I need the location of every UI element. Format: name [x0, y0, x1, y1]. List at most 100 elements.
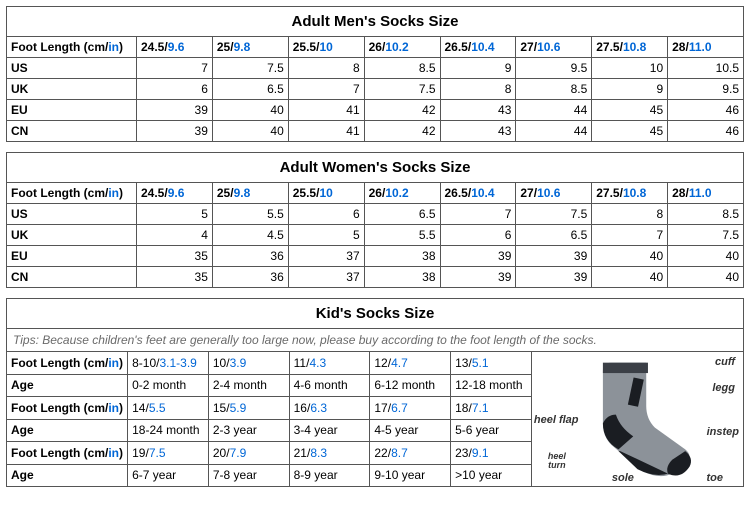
size-value: 40: [668, 267, 744, 288]
row-label: US: [7, 58, 137, 79]
size-value: 6: [440, 225, 516, 246]
size-value: 5.5: [364, 225, 440, 246]
foot-length-value: 22/8.7: [370, 442, 451, 465]
sock-label-instep: instep: [707, 426, 739, 438]
size-value: 36: [212, 267, 288, 288]
size-value: 41: [288, 100, 364, 121]
foot-length-value: 21/8.3: [289, 442, 370, 465]
row-label: UK: [7, 225, 137, 246]
table-row: US77.588.599.51010.5: [7, 58, 744, 79]
women-col-3: 26/10.2: [364, 183, 440, 204]
size-value: 37: [288, 267, 364, 288]
men-col-4: 26.5/10.4: [440, 37, 516, 58]
women-col-4: 26.5/10.4: [440, 183, 516, 204]
size-value: 39: [137, 100, 213, 121]
size-value: 8.5: [364, 58, 440, 79]
size-value: 39: [137, 121, 213, 142]
kids-size-table: Kid's Socks Size Tips: Because children'…: [6, 298, 744, 487]
size-value: 42: [364, 100, 440, 121]
women-col-6: 27.5/10.8: [592, 183, 668, 204]
size-value: 7.5: [364, 79, 440, 100]
foot-length-header: Foot Length (cm/in): [7, 183, 137, 204]
size-value: 45: [592, 100, 668, 121]
size-value: 39: [516, 246, 592, 267]
size-value: 7: [288, 79, 364, 100]
size-value: 7: [592, 225, 668, 246]
size-value: 9.5: [668, 79, 744, 100]
size-value: 5.5: [212, 204, 288, 225]
size-value: 39: [440, 246, 516, 267]
table-row: CN3940414243444546: [7, 121, 744, 142]
table-row: EU3940414243444546: [7, 100, 744, 121]
womens-size-table: Adult Women's Socks Size Foot Length (cm…: [6, 152, 744, 288]
size-value: 5: [137, 204, 213, 225]
foot-length-value: 8-10/3.1-3.9: [128, 352, 209, 375]
womens-title: Adult Women's Socks Size: [7, 153, 744, 183]
sock-label-legg: legg: [712, 382, 735, 394]
men-col-7: 28/11.0: [668, 37, 744, 58]
size-value: 38: [364, 267, 440, 288]
row-label: CN: [7, 121, 137, 142]
mens-size-table: Adult Men's Socks Size Foot Length (cm/i…: [6, 6, 744, 142]
size-value: 44: [516, 121, 592, 142]
age-value: 4-5 year: [370, 419, 451, 442]
sock-label-heel-turn: heelturn: [548, 452, 566, 470]
size-value: 10: [592, 58, 668, 79]
men-col-6: 27.5/10.8: [592, 37, 668, 58]
sock-label-heel-flap: heel flap: [534, 414, 579, 426]
row-label: CN: [7, 267, 137, 288]
size-value: 35: [137, 267, 213, 288]
size-value: 6.5: [364, 204, 440, 225]
age-value: 6-12 month: [370, 374, 451, 397]
size-value: 39: [440, 267, 516, 288]
age-value: 2-4 month: [208, 374, 289, 397]
size-value: 41: [288, 121, 364, 142]
men-col-1: 25/9.8: [212, 37, 288, 58]
size-value: 43: [440, 121, 516, 142]
age-value: 2-3 year: [208, 419, 289, 442]
size-value: 7.5: [212, 58, 288, 79]
mens-header-row: Foot Length (cm/in) 24.5/9.6 25/9.8 25.5…: [7, 37, 744, 58]
kids-tips: Tips: Because children's feet are genera…: [7, 329, 744, 352]
size-value: 40: [592, 267, 668, 288]
age-value: 9-10 year: [370, 464, 451, 487]
men-col-3: 26/10.2: [364, 37, 440, 58]
row-label: EU: [7, 100, 137, 121]
size-value: 6: [288, 204, 364, 225]
size-value: 10.5: [668, 58, 744, 79]
foot-length-value: 12/4.7: [370, 352, 451, 375]
men-col-2: 25.5/10: [288, 37, 364, 58]
table-row: UK44.555.566.577.5: [7, 225, 744, 246]
size-value: 4.5: [212, 225, 288, 246]
table-row: EU3536373839394040: [7, 246, 744, 267]
men-col-0: 24.5/9.6: [137, 37, 213, 58]
foot-length-value: 18/7.1: [451, 397, 532, 420]
size-value: 9: [440, 58, 516, 79]
table-row: Foot Length (cm/in)8-10/3.1-3.910/3.911/…: [7, 352, 744, 375]
foot-length-value: 19/7.5: [128, 442, 209, 465]
foot-length-value: 14/5.5: [128, 397, 209, 420]
men-col-5: 27/10.6: [516, 37, 592, 58]
women-col-7: 28/11.0: [668, 183, 744, 204]
kids-title: Kid's Socks Size: [7, 299, 744, 329]
size-value: 9.5: [516, 58, 592, 79]
row-label: US: [7, 204, 137, 225]
foot-length-value: 11/4.3: [289, 352, 370, 375]
size-value: 5: [288, 225, 364, 246]
size-value: 40: [212, 100, 288, 121]
age-value: 18-24 month: [128, 419, 209, 442]
size-value: 43: [440, 100, 516, 121]
womens-header-row: Foot Length (cm/in) 24.5/9.6 25/9.8 25.5…: [7, 183, 744, 204]
size-value: 8: [288, 58, 364, 79]
size-value: 4: [137, 225, 213, 246]
size-value: 36: [212, 246, 288, 267]
foot-length-value: 13/5.1: [451, 352, 532, 375]
row-label: UK: [7, 79, 137, 100]
size-value: 7: [137, 58, 213, 79]
age-header: Age: [7, 419, 128, 442]
size-value: 38: [364, 246, 440, 267]
age-value: 0-2 month: [128, 374, 209, 397]
size-value: 40: [592, 246, 668, 267]
size-value: 9: [592, 79, 668, 100]
foot-length-value: 10/3.9: [208, 352, 289, 375]
